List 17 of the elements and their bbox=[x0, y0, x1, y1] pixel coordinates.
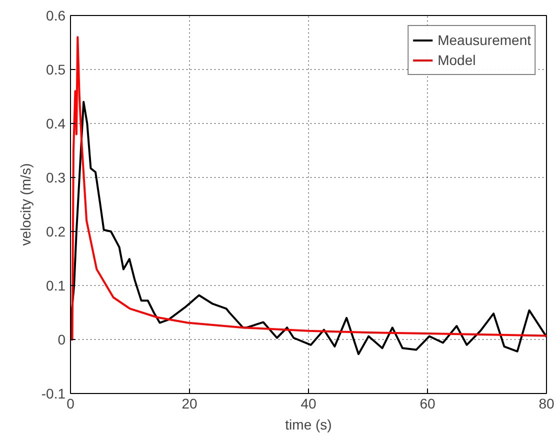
y-tick-label: 0.5 bbox=[46, 62, 66, 78]
legend-label: Meausurement bbox=[438, 32, 531, 48]
y-tick-label: -0.1 bbox=[41, 386, 66, 402]
y-axis-title: velocity (m/s) bbox=[17, 163, 34, 246]
x-tick-label: 60 bbox=[420, 396, 436, 412]
y-tick-label: 0.2 bbox=[46, 224, 66, 240]
x-tick-label: 20 bbox=[182, 396, 198, 412]
y-tick-label: 0.4 bbox=[46, 116, 66, 132]
y-tick-label: 0.1 bbox=[46, 278, 66, 294]
line-series bbox=[70, 36, 546, 340]
x-tick-label: 40 bbox=[300, 396, 316, 412]
x-tick-label: 80 bbox=[538, 396, 554, 412]
x-axis-title: time (s) bbox=[285, 416, 332, 432]
legend-label: Model bbox=[438, 52, 476, 68]
y-tick-label: 0.6 bbox=[46, 8, 66, 24]
y-tick-label: 0.3 bbox=[46, 170, 66, 186]
y-tick-label: 0 bbox=[58, 332, 66, 348]
